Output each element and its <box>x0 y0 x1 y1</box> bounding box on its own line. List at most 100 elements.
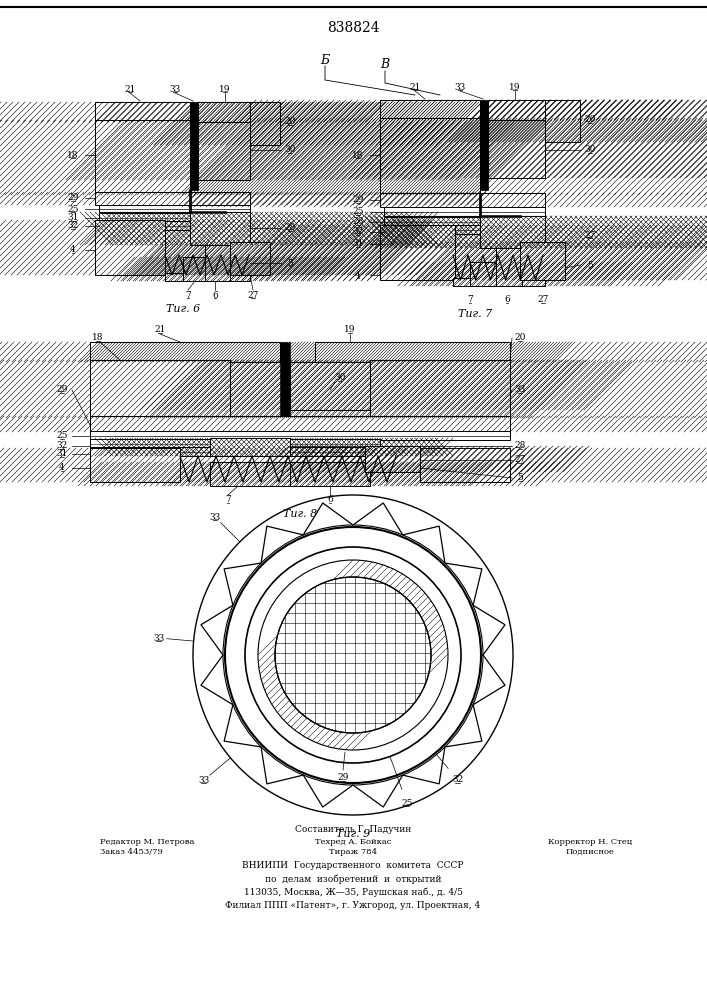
Text: 19: 19 <box>344 326 356 334</box>
Bar <box>95 102 190 122</box>
Bar <box>190 212 250 245</box>
Text: 19: 19 <box>509 83 521 92</box>
Bar <box>470 262 498 286</box>
Bar <box>370 360 510 418</box>
Text: Τиг. 6: Τиг. 6 <box>166 304 200 314</box>
Text: 113035, Москва, Ж—35, Раушская наб., д. 4/5: 113035, Москва, Ж—35, Раушская наб., д. … <box>243 887 462 897</box>
Bar <box>198 102 260 122</box>
Bar <box>205 245 230 281</box>
Bar <box>95 220 165 275</box>
Bar <box>90 448 180 482</box>
Text: 18: 18 <box>352 150 363 159</box>
Bar <box>183 257 207 281</box>
Bar <box>95 102 190 122</box>
Circle shape <box>258 560 448 750</box>
Bar <box>488 100 555 120</box>
Text: Техред А. Бойкас: Техред А. Бойкас <box>315 838 391 846</box>
Text: Τиг. 9: Τиг. 9 <box>336 829 370 839</box>
Bar <box>380 193 545 207</box>
Text: 30: 30 <box>334 373 346 382</box>
Text: 30: 30 <box>284 145 296 154</box>
Bar <box>198 122 250 180</box>
Text: Τиг. 8: Τиг. 8 <box>283 509 317 519</box>
Bar <box>488 120 545 178</box>
Text: Филиал ППП «Патент», г. Ужгород, ул. Проектная, 4: Филиал ППП «Патент», г. Ужгород, ул. Про… <box>226 900 481 910</box>
Bar <box>365 446 420 472</box>
Bar <box>90 342 280 362</box>
Text: 5: 5 <box>287 258 293 267</box>
Bar <box>95 120 190 195</box>
Bar <box>420 448 510 482</box>
Bar <box>470 262 498 286</box>
Bar <box>210 462 295 486</box>
Bar <box>250 102 280 145</box>
Text: Τиг. 7: Τиг. 7 <box>458 309 492 319</box>
Bar <box>230 242 270 275</box>
Text: 7: 7 <box>467 296 473 304</box>
Text: Заказ 4453/79: Заказ 4453/79 <box>100 848 163 856</box>
Bar <box>198 102 260 122</box>
Text: 27: 27 <box>514 456 526 464</box>
Bar <box>210 438 290 456</box>
Text: 18: 18 <box>67 150 78 159</box>
Text: 28: 28 <box>284 224 296 232</box>
Text: 28: 28 <box>352 218 363 227</box>
Text: 5: 5 <box>517 474 523 483</box>
Text: 5: 5 <box>587 260 593 269</box>
Bar <box>90 360 230 418</box>
Text: 28: 28 <box>514 442 526 450</box>
Text: 31: 31 <box>57 450 68 458</box>
Text: 27: 27 <box>537 296 549 304</box>
Bar <box>230 242 270 275</box>
Text: 32: 32 <box>352 228 363 236</box>
Text: 27: 27 <box>584 231 596 239</box>
Bar <box>90 439 380 448</box>
Bar <box>496 248 522 286</box>
Bar <box>90 447 380 456</box>
Bar <box>480 100 488 190</box>
Bar <box>183 257 207 281</box>
Text: 4: 4 <box>70 245 76 254</box>
Bar <box>545 100 580 142</box>
Bar <box>380 118 480 195</box>
Text: 33: 33 <box>153 634 164 643</box>
Circle shape <box>275 577 431 733</box>
Bar <box>290 362 370 410</box>
Text: Корректор Н. Стец: Корректор Н. Стец <box>548 838 632 846</box>
Text: 25: 25 <box>402 799 413 808</box>
Bar <box>380 118 480 195</box>
Bar <box>90 416 510 432</box>
Circle shape <box>275 577 431 733</box>
Text: 7: 7 <box>185 290 191 300</box>
Bar <box>365 446 420 472</box>
Text: 25: 25 <box>57 432 68 440</box>
Text: 32: 32 <box>67 222 78 231</box>
Circle shape <box>275 577 431 733</box>
Text: по  делам  изобретений  и  открытий: по делам изобретений и открытий <box>264 874 441 884</box>
Text: Редактор М. Петрова: Редактор М. Петрова <box>100 838 194 846</box>
Bar <box>90 431 510 440</box>
Bar <box>480 216 545 248</box>
Bar <box>315 342 510 362</box>
Text: 25: 25 <box>352 208 363 217</box>
Bar <box>205 245 230 281</box>
Text: 21: 21 <box>124 85 136 94</box>
Text: 4: 4 <box>59 464 65 473</box>
Bar <box>380 193 545 207</box>
Bar <box>520 242 565 280</box>
Bar <box>250 102 280 145</box>
Text: 20: 20 <box>514 334 526 342</box>
Bar <box>190 102 198 190</box>
Bar <box>198 122 250 180</box>
Text: 33: 33 <box>515 385 525 394</box>
Text: Подписное: Подписное <box>566 848 614 856</box>
Text: 29: 29 <box>57 385 68 394</box>
Text: 7: 7 <box>225 495 231 504</box>
Text: 19: 19 <box>219 85 230 94</box>
Text: 21: 21 <box>409 83 421 92</box>
Bar <box>384 225 480 234</box>
Bar <box>380 100 480 120</box>
Bar <box>545 100 580 142</box>
Bar <box>380 225 455 280</box>
Bar <box>290 362 370 410</box>
